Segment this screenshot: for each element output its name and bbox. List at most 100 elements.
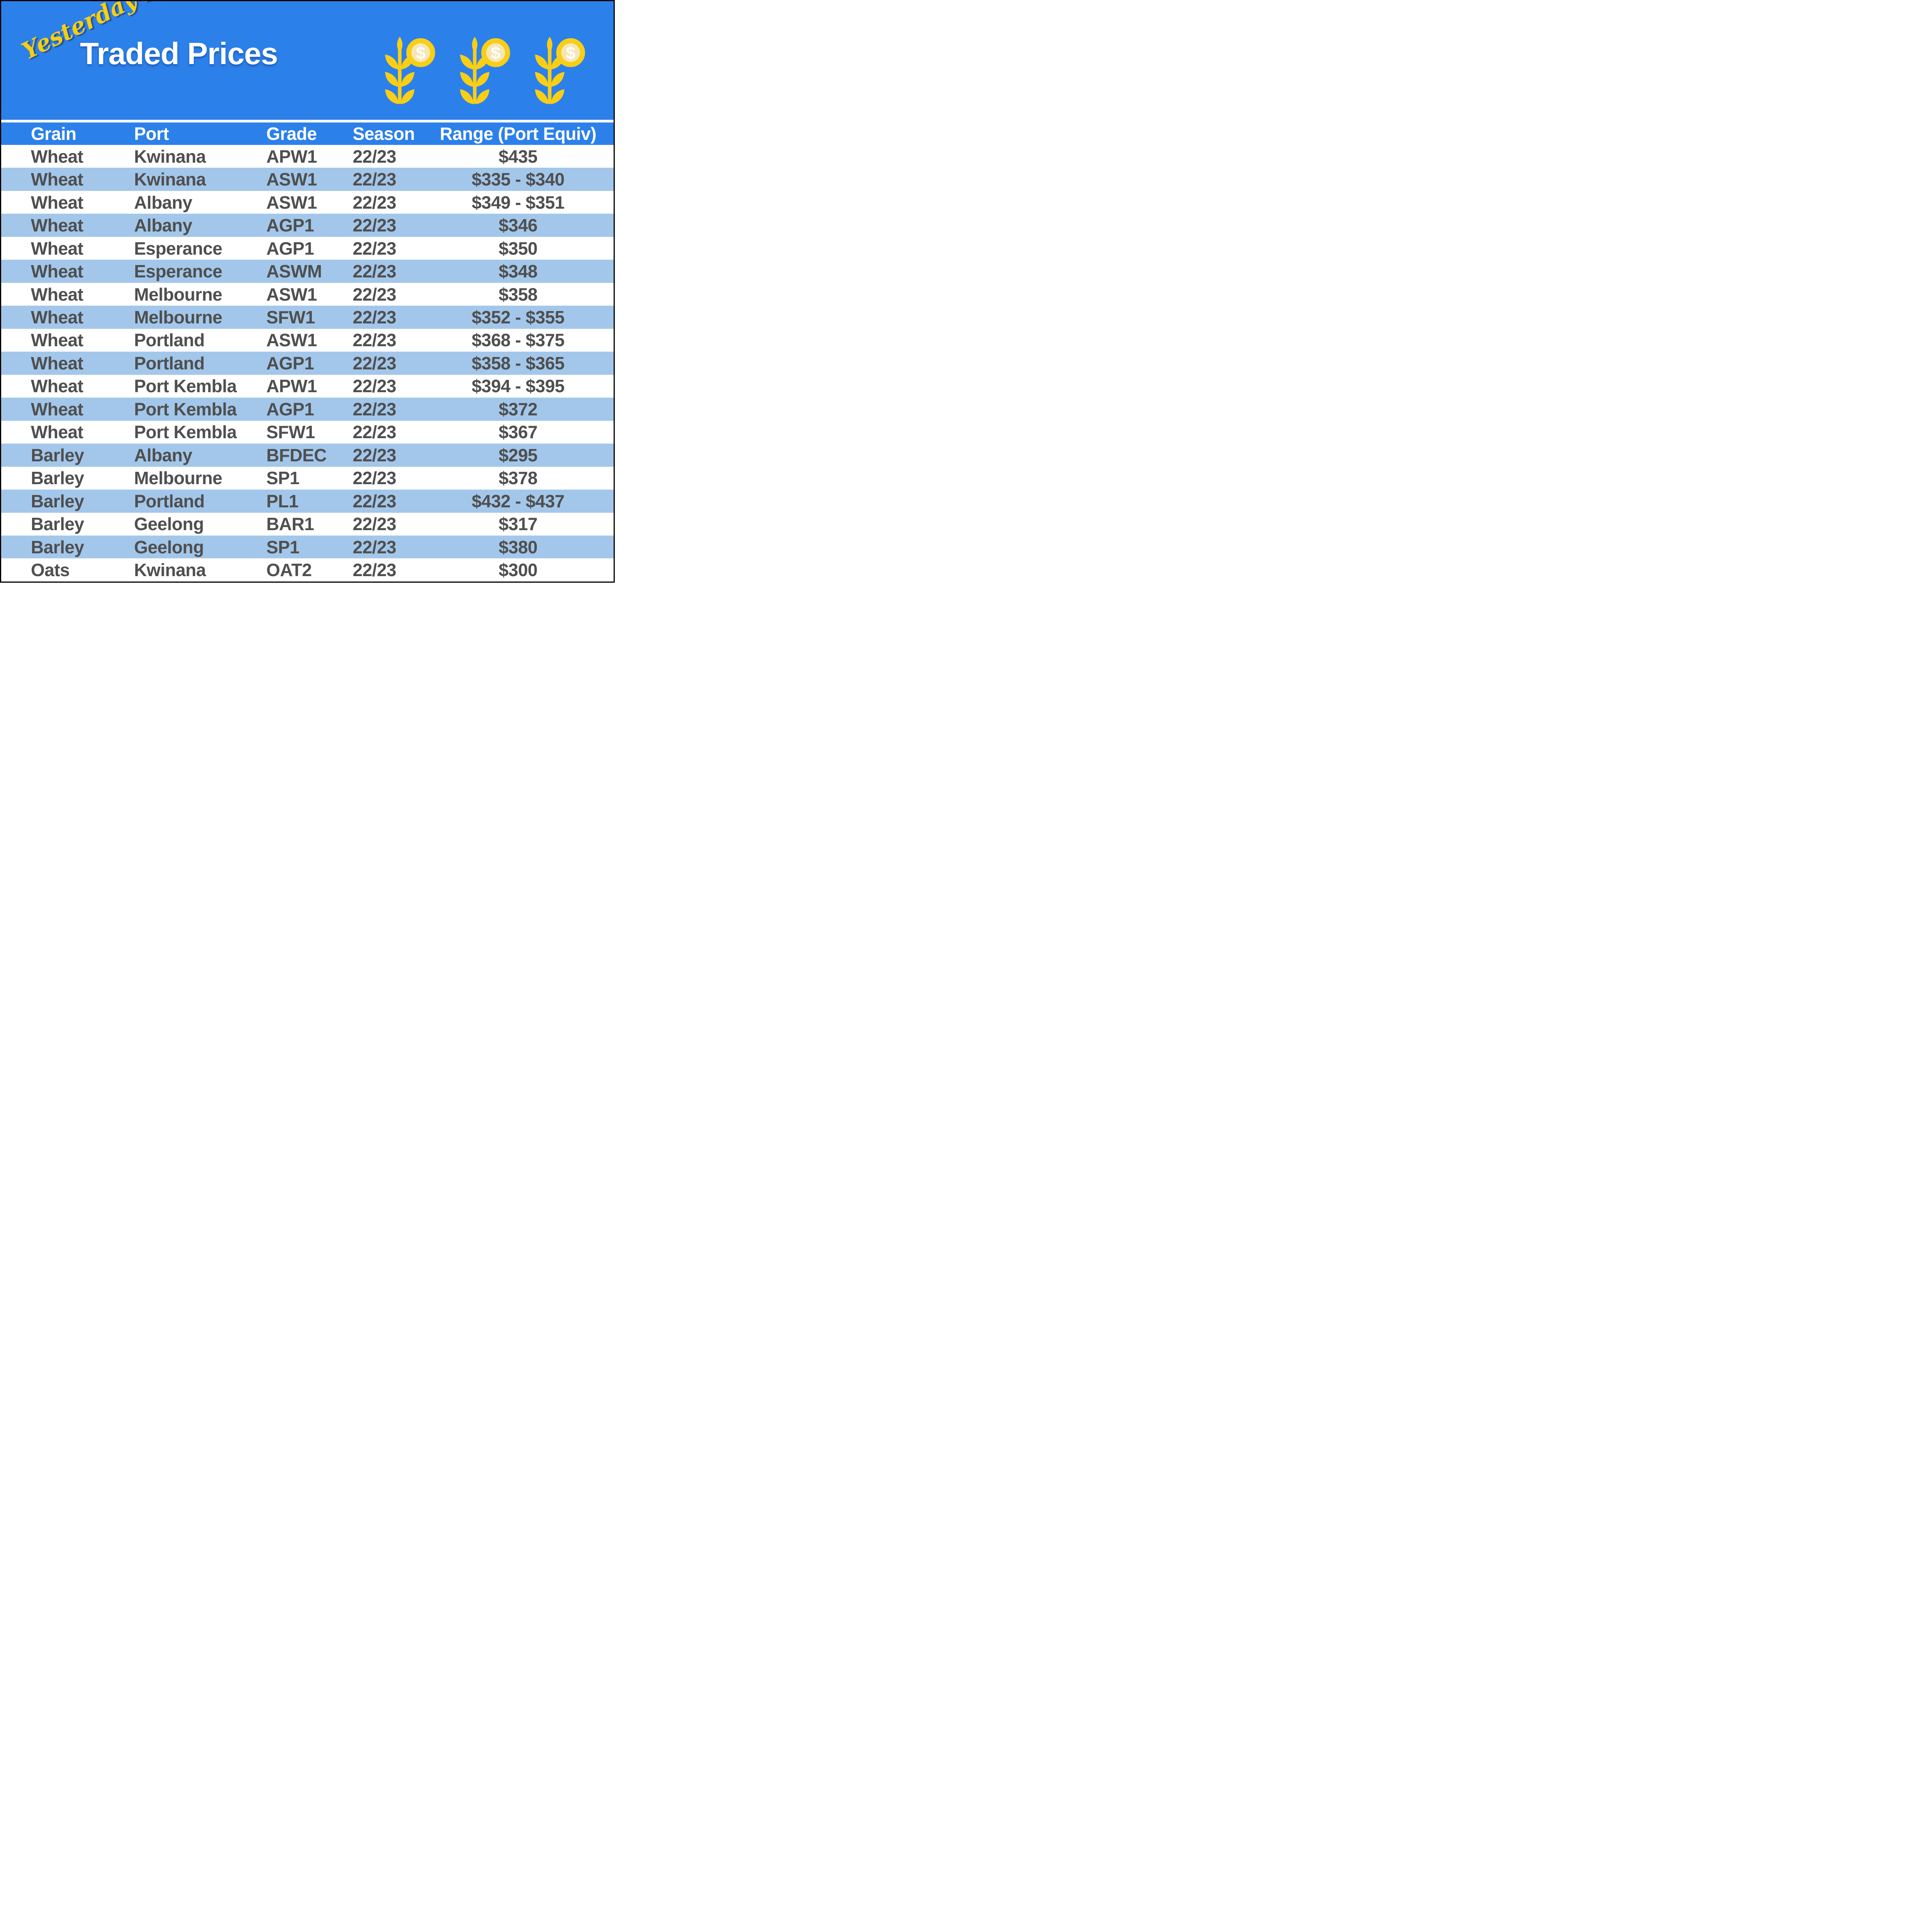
cell-grain: Wheat [31, 353, 83, 373]
wheat-grain [472, 37, 478, 53]
cell-range: $335 - $340 [471, 169, 565, 190]
cell-port: Portland [134, 491, 205, 511]
cell-season: 22/23 [352, 307, 396, 328]
cell-grade: AGP1 [266, 353, 314, 373]
cell-grain: Wheat [31, 169, 83, 190]
cell-grain: Wheat [31, 307, 83, 328]
coin-circle [406, 38, 435, 67]
cell-season: 22/23 [352, 399, 396, 419]
cell-grain: Wheat [31, 284, 83, 304]
cell-grade: AGP1 [266, 238, 314, 259]
cell-port: Kwinana [134, 560, 206, 580]
cell-grain: Oats [31, 560, 70, 580]
table-header-row: Grain Port Grade Season Range (Port Equi… [1, 122, 614, 145]
cell-range: $435 [498, 146, 538, 167]
cell-season: 22/23 [352, 261, 396, 282]
wheat-stem [473, 43, 477, 104]
cell-grade: APW1 [266, 376, 317, 396]
table-row: Wheat Esperance ASWM 22/23 $348 [1, 260, 614, 283]
table-row: Wheat Kwinana ASW1 22/23 $335 - $340 [1, 168, 614, 191]
table-row: Barley Albany BFDEC 22/23 $295 [1, 444, 614, 467]
wheat-coin-icon: $ [535, 37, 585, 104]
table-row: Wheat Kwinana APW1 22/23 $435 [1, 145, 614, 168]
cell-range: $346 [498, 215, 538, 236]
column-header-grain: Grain [31, 124, 77, 144]
wheat-coin-icon: $ [385, 37, 435, 104]
cell-season: 22/23 [352, 146, 396, 167]
cell-season: 22/23 [352, 422, 396, 442]
cell-grade: SP1 [266, 537, 299, 557]
cell-season: 22/23 [352, 192, 396, 213]
cell-grain: Wheat [31, 330, 83, 350]
cell-range: $368 - $375 [471, 330, 565, 350]
cell-grade: BFDEC [266, 445, 327, 465]
cell-grade: ASW1 [266, 330, 317, 350]
table-row: Barley Geelong SP1 22/23 $380 [1, 535, 614, 559]
cell-season: 22/23 [352, 560, 396, 580]
cell-grain: Wheat [31, 238, 83, 259]
cell-range: $372 [498, 399, 538, 419]
cell-port: Geelong [134, 537, 204, 557]
table-row: Barley Portland PL1 22/23 $432 - $437 [1, 490, 614, 513]
cell-port: Port Kembla [134, 399, 237, 419]
cell-grain: Barley [31, 537, 84, 557]
cell-range: $380 [498, 537, 538, 557]
cell-grade: ASWM [266, 261, 322, 282]
cell-grain: Wheat [31, 192, 83, 213]
cell-range: $300 [498, 560, 538, 580]
dollar-sign: $ [566, 43, 575, 63]
cell-season: 22/23 [352, 169, 396, 190]
cell-range: $295 [498, 445, 538, 465]
divider [1, 120, 614, 122]
traded-prices-infographic: Yesterday's Traded Prices $ $ [0, 0, 615, 583]
wheat-stem [398, 43, 402, 104]
cell-grain: Wheat [31, 146, 83, 167]
cell-season: 22/23 [352, 353, 396, 373]
table-row: Wheat Portland AGP1 22/23 $358 - $365 [1, 352, 614, 375]
cell-port: Esperance [134, 261, 223, 282]
cell-range: $394 - $395 [471, 376, 565, 396]
column-header-range: Range (Port Equiv) [440, 124, 597, 144]
cell-grade: AGP1 [266, 399, 314, 419]
cell-grade: APW1 [266, 146, 317, 167]
cell-grade: AGP1 [266, 215, 314, 236]
icons-row: $ $ $ [381, 34, 586, 107]
cell-grade: ASW1 [266, 284, 317, 304]
cell-grade: SFW1 [266, 422, 315, 442]
table-row: Wheat Portland ASW1 22/23 $368 - $375 [1, 328, 614, 352]
cell-range: $350 [498, 238, 538, 259]
cell-port: Portland [134, 353, 205, 373]
cell-port: Kwinana [134, 169, 206, 190]
cell-season: 22/23 [352, 468, 396, 488]
table-row: Wheat Albany ASW1 22/23 $349 - $351 [1, 190, 614, 214]
cell-port: Port Kembla [134, 422, 237, 442]
table-row: Wheat Albany AGP1 22/23 $346 [1, 214, 614, 237]
column-header-grade: Grade [266, 124, 317, 144]
cell-port: Melbourne [134, 284, 223, 304]
cell-port: Kwinana [134, 146, 206, 167]
cell-grade: PL1 [266, 491, 299, 511]
table-body: Wheat Kwinana APW1 22/23 $435 Wheat Kwin… [1, 145, 614, 582]
cell-grain: Wheat [31, 399, 83, 419]
table-row: Barley Melbourne SP1 22/23 $378 [1, 466, 614, 490]
cell-range: $432 - $437 [471, 491, 565, 511]
cell-port: Melbourne [134, 468, 223, 488]
cell-range: $352 - $355 [471, 307, 565, 328]
cell-port: Geelong [134, 514, 204, 534]
cell-range: $358 [498, 284, 538, 304]
table-row: Wheat Port Kembla AGP1 22/23 $372 [1, 398, 614, 421]
cell-range: $348 [498, 261, 538, 282]
wheat-grain [397, 37, 403, 53]
cell-season: 22/23 [352, 330, 396, 350]
table-row: Wheat Melbourne ASW1 22/23 $358 [1, 282, 614, 306]
cell-grain: Barley [31, 445, 84, 465]
cell-grain: Barley [31, 514, 84, 534]
column-header-port: Port [134, 124, 169, 144]
page-title: Traded Prices [80, 36, 278, 71]
table-row: Oats Kwinana OAT2 22/23 $300 [1, 558, 614, 582]
cell-port: Albany [134, 215, 192, 236]
cell-port: Portland [134, 330, 205, 350]
cell-grain: Barley [31, 491, 84, 511]
cell-grain: Wheat [31, 422, 83, 442]
cell-range: $358 - $365 [471, 353, 565, 373]
